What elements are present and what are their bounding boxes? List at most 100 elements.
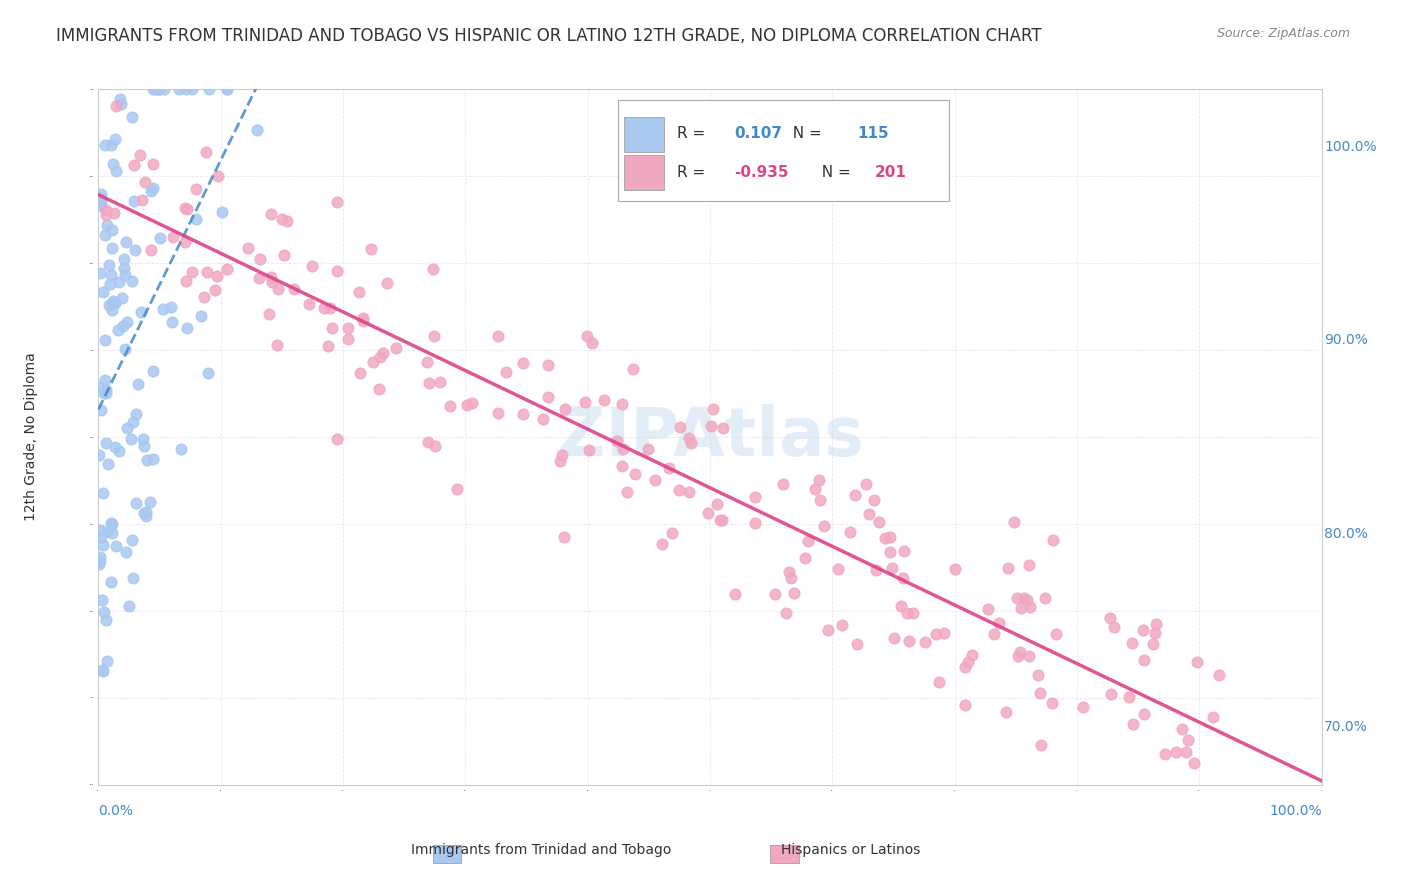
Point [87,380,110,394]
Point [128,147,150,161]
Point [700,419,723,434]
Point [146,82,169,96]
Text: Immigrants from Trinidad and Tobago: Immigrants from Trinidad and Tobago [411,843,672,857]
Point [1132,624,1154,638]
Point [879,545,901,559]
Point [112,252,135,266]
Point [1026,668,1049,682]
Point [207,169,229,183]
Point [170,442,193,456]
Point [135,509,157,524]
Point [276,214,298,228]
Point [89,558,111,572]
Point [101,157,124,171]
Point [181,264,204,278]
Point [314,301,336,316]
Point [97,298,120,312]
Point [1029,738,1052,752]
Point [1012,591,1035,605]
Point [439,400,461,414]
Point [855,476,877,491]
Text: IMMIGRANTS FROM TRINIDAD AND TOBAGO VS HISPANIC OR LATINO 12TH GRADE, NO DIPLOMA: IMMIGRANTS FROM TRINIDAD AND TOBAGO VS H… [56,27,1042,45]
Point [273,248,295,262]
Point [1033,591,1056,605]
Point [101,294,124,309]
Point [89,266,111,280]
Point [134,506,156,520]
Point [418,376,440,390]
Point [141,451,163,466]
Point [875,531,897,545]
Point [271,211,294,226]
Point [93,386,115,401]
Point [193,290,215,304]
Point [810,492,832,507]
Point [124,496,146,510]
Point [868,515,890,529]
Point [107,323,129,337]
Point [100,526,122,541]
Point [101,241,124,255]
Point [1018,649,1040,664]
Point [706,497,728,511]
Point [537,358,560,372]
Point [575,328,598,343]
Point [260,207,283,221]
Point [612,442,634,457]
Point [794,551,817,566]
Point [988,615,1011,630]
Point [997,561,1019,575]
Point [423,329,446,343]
Point [550,448,572,462]
Point [827,562,849,576]
Point [783,586,806,600]
Point [858,507,880,521]
FancyBboxPatch shape [624,117,664,152]
Point [744,516,766,531]
Point [1045,626,1067,640]
Point [318,301,340,315]
Point [131,194,153,208]
Point [301,259,323,273]
Point [108,444,131,458]
Point [637,442,659,456]
Point [1187,655,1209,669]
Point [606,434,628,448]
Point [197,264,219,278]
Point [893,544,915,558]
Point [121,273,143,287]
Point [149,231,172,245]
Text: Source: ZipAtlas.com: Source: ZipAtlas.com [1216,27,1350,40]
Point [983,627,1005,641]
Point [91,664,114,678]
Point [418,435,440,450]
Point [101,303,124,318]
Point [578,443,600,458]
Text: N =: N = [811,165,855,180]
Point [846,637,869,651]
Point [371,346,394,360]
Point [724,587,747,601]
Point [114,235,136,250]
Point [744,490,766,504]
Point [100,516,122,531]
Point [697,506,720,520]
Point [93,373,115,387]
Point [943,562,966,576]
Point [914,634,936,648]
Text: 201: 201 [875,165,907,180]
Point [422,262,444,277]
Point [1144,626,1167,640]
Point [375,276,398,290]
Point [429,376,451,390]
Point [96,383,118,397]
Point [96,655,118,669]
Point [1144,616,1167,631]
Point [548,453,571,467]
Text: Hispanics or Latinos: Hispanics or Latinos [780,843,921,857]
Point [1174,745,1197,759]
Point [883,632,905,646]
Text: 100.0%: 100.0% [1324,140,1376,154]
Point [661,526,683,541]
Point [1122,717,1144,731]
